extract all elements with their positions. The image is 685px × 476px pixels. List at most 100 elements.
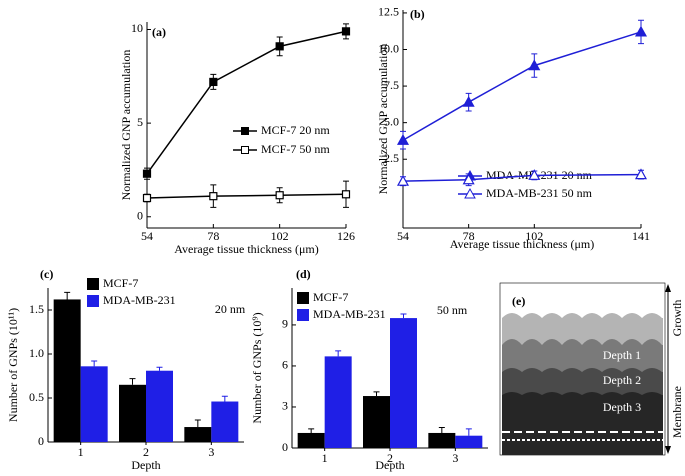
series-line bbox=[146, 30, 347, 175]
panel-title: (b) bbox=[410, 7, 425, 21]
marker bbox=[209, 192, 218, 201]
x-axis-label: Average tissue thickness (μm) bbox=[174, 242, 319, 256]
error-bar bbox=[64, 291, 71, 300]
y-tick-label: 0.5 bbox=[29, 390, 44, 404]
x-tick-label: 2 bbox=[387, 451, 393, 465]
y-tick-label: 0 bbox=[137, 209, 143, 223]
legend-marker bbox=[464, 187, 476, 199]
x-axis-label: Average tissue thickness (μm) bbox=[450, 237, 595, 251]
marker bbox=[396, 174, 410, 186]
legend-marker bbox=[241, 146, 249, 154]
y-tick-label: 1.5 bbox=[29, 302, 44, 316]
bar bbox=[455, 435, 483, 448]
x-axis-label: Depth bbox=[375, 458, 404, 472]
error-bar bbox=[221, 395, 228, 402]
y-tick-label: 7.5 bbox=[384, 78, 399, 92]
bar bbox=[324, 356, 352, 448]
bar bbox=[428, 432, 456, 448]
panel-title: (d) bbox=[296, 267, 311, 281]
x-axis-label: Depth bbox=[131, 458, 160, 472]
marker bbox=[142, 169, 152, 178]
x-tick-label: 102 bbox=[271, 229, 289, 243]
panel-title: (e) bbox=[512, 294, 525, 308]
marker bbox=[462, 173, 475, 185]
y-tick-label: 9 bbox=[282, 317, 288, 331]
y-tick-label: 10 bbox=[131, 21, 143, 35]
y-axis-label: Number of GNPs (10⁹) bbox=[250, 312, 264, 423]
y-tick-label: 5.0 bbox=[384, 114, 399, 128]
marker bbox=[462, 95, 475, 107]
legend-label: MDA-MB-231 50 nm bbox=[486, 186, 593, 200]
bar bbox=[184, 427, 212, 442]
error-bar bbox=[129, 378, 136, 385]
y-tick-label: 10.0 bbox=[378, 41, 399, 55]
legend-label: MCF-7 50 nm bbox=[261, 142, 330, 156]
x-tick-label: 78 bbox=[463, 229, 475, 243]
marker bbox=[396, 133, 410, 145]
layer-label: Depth 1 bbox=[603, 348, 641, 362]
legend-swatch bbox=[87, 295, 99, 307]
legend-label: MDA-MB-231 bbox=[103, 293, 176, 307]
marker bbox=[275, 191, 284, 200]
y-tick-label: 2.5 bbox=[384, 151, 399, 165]
x-tick-label: 102 bbox=[525, 229, 543, 243]
y-tick-label: 1.0 bbox=[29, 346, 44, 360]
legend-label: MDA-MB-231 bbox=[313, 307, 386, 321]
y-axis-label: Normalized GNP accumulation bbox=[376, 44, 390, 195]
panel-title: (a) bbox=[152, 25, 166, 39]
x-tick-label: 126 bbox=[337, 229, 355, 243]
layer-label: Depth 3 bbox=[603, 400, 641, 414]
x-tick-label: 2 bbox=[143, 445, 149, 459]
x-tick-label: 3 bbox=[452, 451, 458, 465]
y-tick-label: 0 bbox=[282, 440, 288, 454]
x-tick-label: 54 bbox=[397, 229, 409, 243]
marker bbox=[528, 169, 541, 180]
error-bar bbox=[194, 419, 201, 428]
marker bbox=[341, 27, 351, 36]
annotation: 20 nm bbox=[215, 302, 246, 316]
y-axis-label: Normalized GNP accumulation bbox=[119, 50, 133, 201]
panel-title: (c) bbox=[40, 267, 53, 281]
bar bbox=[390, 318, 417, 448]
legend-swatch bbox=[87, 278, 99, 290]
series-line bbox=[402, 173, 642, 182]
x-tick-label: 1 bbox=[78, 445, 84, 459]
membrane-label: Membrane bbox=[670, 386, 684, 438]
y-tick-label: 5 bbox=[137, 115, 143, 129]
y-tick-label: 6 bbox=[282, 358, 288, 372]
x-tick-label: 3 bbox=[208, 445, 214, 459]
diagram-e: (e) Depth 1 Depth 2 Depth 3 Growth Membr… bbox=[499, 282, 684, 456]
series-line bbox=[146, 193, 347, 199]
bar bbox=[211, 401, 239, 442]
error-bar bbox=[438, 426, 445, 433]
y-tick-label: 0 bbox=[38, 434, 44, 448]
x-tick-label: 78 bbox=[207, 229, 219, 243]
marker bbox=[209, 77, 218, 87]
marker bbox=[634, 25, 648, 37]
marker bbox=[634, 168, 648, 180]
error-bar bbox=[373, 391, 380, 397]
marker bbox=[142, 193, 152, 203]
x-tick-label: 54 bbox=[141, 229, 153, 243]
legend-swatch bbox=[297, 292, 309, 304]
legend-label: MCF-7 bbox=[313, 290, 348, 304]
bar bbox=[119, 384, 146, 442]
error-bar bbox=[91, 360, 98, 367]
error-bar bbox=[308, 428, 315, 433]
growth-label: Growth bbox=[670, 300, 684, 337]
bar bbox=[363, 396, 390, 448]
legend-label: MCF-7 20 nm bbox=[261, 123, 330, 137]
y-axis-label: Number of GNPs (10¹¹) bbox=[6, 308, 20, 422]
legend-swatch bbox=[297, 309, 309, 321]
marker bbox=[528, 59, 541, 71]
y-tick-label: 3 bbox=[282, 399, 288, 413]
bar bbox=[53, 299, 81, 442]
error-bar bbox=[400, 313, 407, 319]
layer-label: Depth 2 bbox=[603, 373, 641, 387]
error-bar bbox=[156, 366, 163, 371]
bar bbox=[80, 366, 108, 442]
legend-marker bbox=[241, 127, 249, 135]
x-tick-label: 1 bbox=[322, 451, 328, 465]
bar bbox=[146, 370, 173, 442]
